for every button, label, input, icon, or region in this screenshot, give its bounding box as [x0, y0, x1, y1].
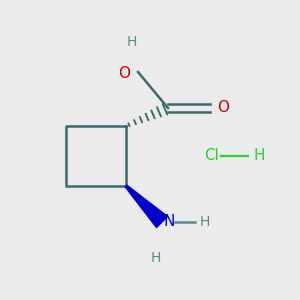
Text: O: O	[118, 66, 130, 81]
Text: O: O	[218, 100, 230, 116]
Text: H: H	[254, 148, 265, 164]
Text: H: H	[127, 35, 137, 49]
Text: H: H	[200, 215, 210, 229]
Polygon shape	[125, 185, 167, 227]
Text: Cl: Cl	[204, 148, 219, 164]
Text: H: H	[151, 251, 161, 265]
Text: N: N	[163, 214, 175, 230]
